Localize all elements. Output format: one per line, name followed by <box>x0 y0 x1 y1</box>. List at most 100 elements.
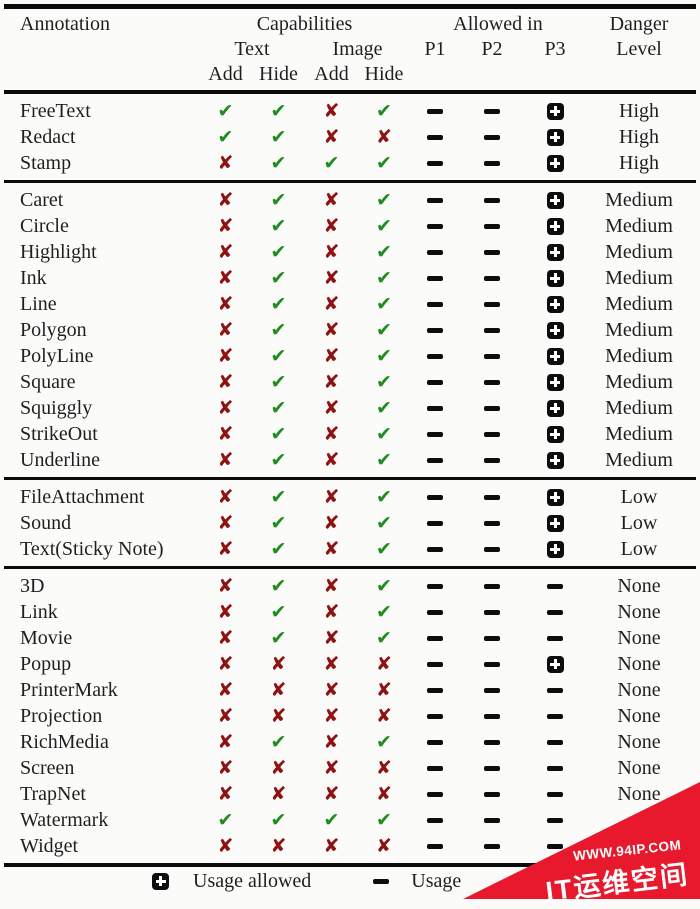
minus-icon <box>484 817 500 823</box>
allowed-cell <box>460 765 524 771</box>
danger-level: None <box>617 678 661 701</box>
minus-icon <box>484 843 500 849</box>
danger-level: None <box>617 574 661 597</box>
capability-cell: ✔ <box>358 730 410 753</box>
allowed-cell <box>460 327 524 333</box>
cross-icon: ✘ <box>323 448 340 471</box>
allowed-cell <box>460 661 524 667</box>
header-p2: P2 <box>481 38 503 60</box>
capability-cell: ✔ <box>252 266 305 289</box>
allowed-cell <box>460 134 524 140</box>
minus-icon <box>484 134 500 140</box>
minus-icon <box>484 431 500 437</box>
header-annotation: Annotation <box>20 13 110 35</box>
allowed-cell <box>410 687 460 693</box>
capability-cell: ✘ <box>358 784 410 804</box>
cross-icon: ✘ <box>270 704 287 727</box>
plus-allowed-icon <box>546 321 564 339</box>
check-icon: ✔ <box>376 188 392 211</box>
header-p1: P1 <box>424 38 446 60</box>
table-row: TrapNet ✘ ✘ ✘ ✘ None <box>4 781 700 807</box>
allowed-cell <box>524 347 586 365</box>
cross-icon: ✘ <box>217 214 234 237</box>
minus-icon <box>427 405 443 411</box>
check-icon: ✔ <box>270 808 287 831</box>
allowed-cell <box>410 301 460 307</box>
cross-icon: ✘ <box>217 756 234 779</box>
check-icon: ✔ <box>270 370 287 393</box>
check-icon: ✔ <box>376 626 392 649</box>
cross-icon: ✘ <box>217 652 234 675</box>
plus-allowed-icon <box>546 102 564 120</box>
header-capabilities: Capabilities <box>256 13 353 35</box>
minus-icon <box>484 687 500 693</box>
capability-cell: ✘ <box>199 450 252 470</box>
cross-icon: ✘ <box>323 574 340 597</box>
capability-cell: ✔ <box>358 398 410 418</box>
danger-level: High <box>619 99 659 122</box>
allowed-cell <box>524 191 586 209</box>
danger-level: None <box>617 600 661 623</box>
minus-icon <box>427 134 443 140</box>
table-row: Square ✘ ✔ ✘ ✔ Medium <box>4 369 700 395</box>
check-icon: ✔ <box>376 151 392 174</box>
annotation-name: FreeText <box>20 99 91 122</box>
table-row: PrinterMark ✘ ✘ ✘ ✘ None <box>4 677 700 703</box>
capability-cell: ✘ <box>305 513 358 533</box>
minus-icon <box>427 327 443 333</box>
allowed-cell <box>410 275 460 281</box>
capability-cell: ✘ <box>199 151 252 174</box>
check-icon: ✔ <box>376 370 392 393</box>
allowed-cell <box>410 520 460 526</box>
table-row: FreeText ✔ ✔ ✘ ✔ High <box>4 98 700 124</box>
annotation-name: Polygon <box>20 318 87 341</box>
capability-cell: ✔ <box>252 127 305 147</box>
check-icon: ✔ <box>376 730 392 753</box>
check-icon: ✔ <box>270 266 287 289</box>
cross-icon: ✘ <box>217 626 234 649</box>
cross-icon: ✘ <box>217 600 234 623</box>
allowed-cell <box>410 661 460 667</box>
minus-icon <box>427 791 443 797</box>
cross-icon: ✘ <box>323 125 340 148</box>
danger-level: Medium <box>605 448 673 471</box>
annotation-name: Redact <box>20 125 76 148</box>
cross-icon: ✘ <box>323 214 340 237</box>
plus-allowed-icon <box>546 295 564 313</box>
danger-level: Medium <box>605 214 673 237</box>
danger-level: None <box>617 626 661 649</box>
check-icon: ✔ <box>270 511 287 534</box>
capability-cell: ✘ <box>305 628 358 648</box>
capability-cell: ✘ <box>305 706 358 726</box>
cross-icon: ✘ <box>323 652 340 675</box>
cross-icon: ✘ <box>217 485 234 508</box>
capability-cell: ✘ <box>199 626 252 649</box>
minus-icon <box>484 713 500 719</box>
capability-cell: ✔ <box>252 344 305 367</box>
cross-icon: ✘ <box>270 652 287 675</box>
cross-icon: ✘ <box>323 188 340 211</box>
check-icon: ✔ <box>376 214 392 237</box>
check-icon: ✔ <box>376 344 392 367</box>
check-icon: ✔ <box>270 292 287 315</box>
table-row: 3D ✘ ✔ ✘ ✔ None <box>4 573 700 599</box>
check-icon: ✔ <box>270 151 287 174</box>
check-icon: ✔ <box>270 344 287 367</box>
header-row-2: Text Image P1 P2 P3 Level <box>4 37 700 62</box>
cross-icon: ✘ <box>217 537 234 560</box>
minus-icon <box>427 843 443 849</box>
check-icon: ✔ <box>270 600 287 623</box>
cross-icon: ✘ <box>323 756 340 779</box>
capability-cell: ✘ <box>199 836 252 856</box>
check-icon: ✔ <box>270 318 287 341</box>
cross-icon: ✘ <box>217 151 234 174</box>
cross-icon: ✘ <box>323 292 340 315</box>
table-row: Widget ✘ ✘ ✘ ✘ <box>4 833 700 859</box>
minus-icon <box>427 687 443 693</box>
table-row: Screen ✘ ✘ ✘ ✘ None <box>4 755 700 781</box>
annotation-name: Highlight <box>20 240 97 263</box>
annotation-name: Screen <box>20 756 75 779</box>
check-icon: ✔ <box>270 574 287 597</box>
capability-cell: ✘ <box>305 372 358 392</box>
minus-icon <box>547 609 563 615</box>
